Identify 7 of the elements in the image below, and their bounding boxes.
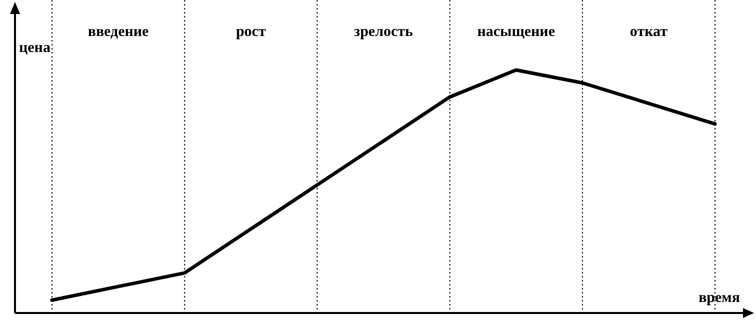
y-axis-title: цена	[19, 40, 51, 56]
x-tick-label: зрелость	[354, 24, 414, 40]
x-tick-label: рост	[236, 24, 266, 40]
x-tick-label: введение	[88, 24, 150, 40]
x-tick-label: откат	[630, 24, 668, 40]
x-axis-title: время	[698, 290, 740, 306]
x-tick-label: насыщение	[477, 24, 556, 40]
